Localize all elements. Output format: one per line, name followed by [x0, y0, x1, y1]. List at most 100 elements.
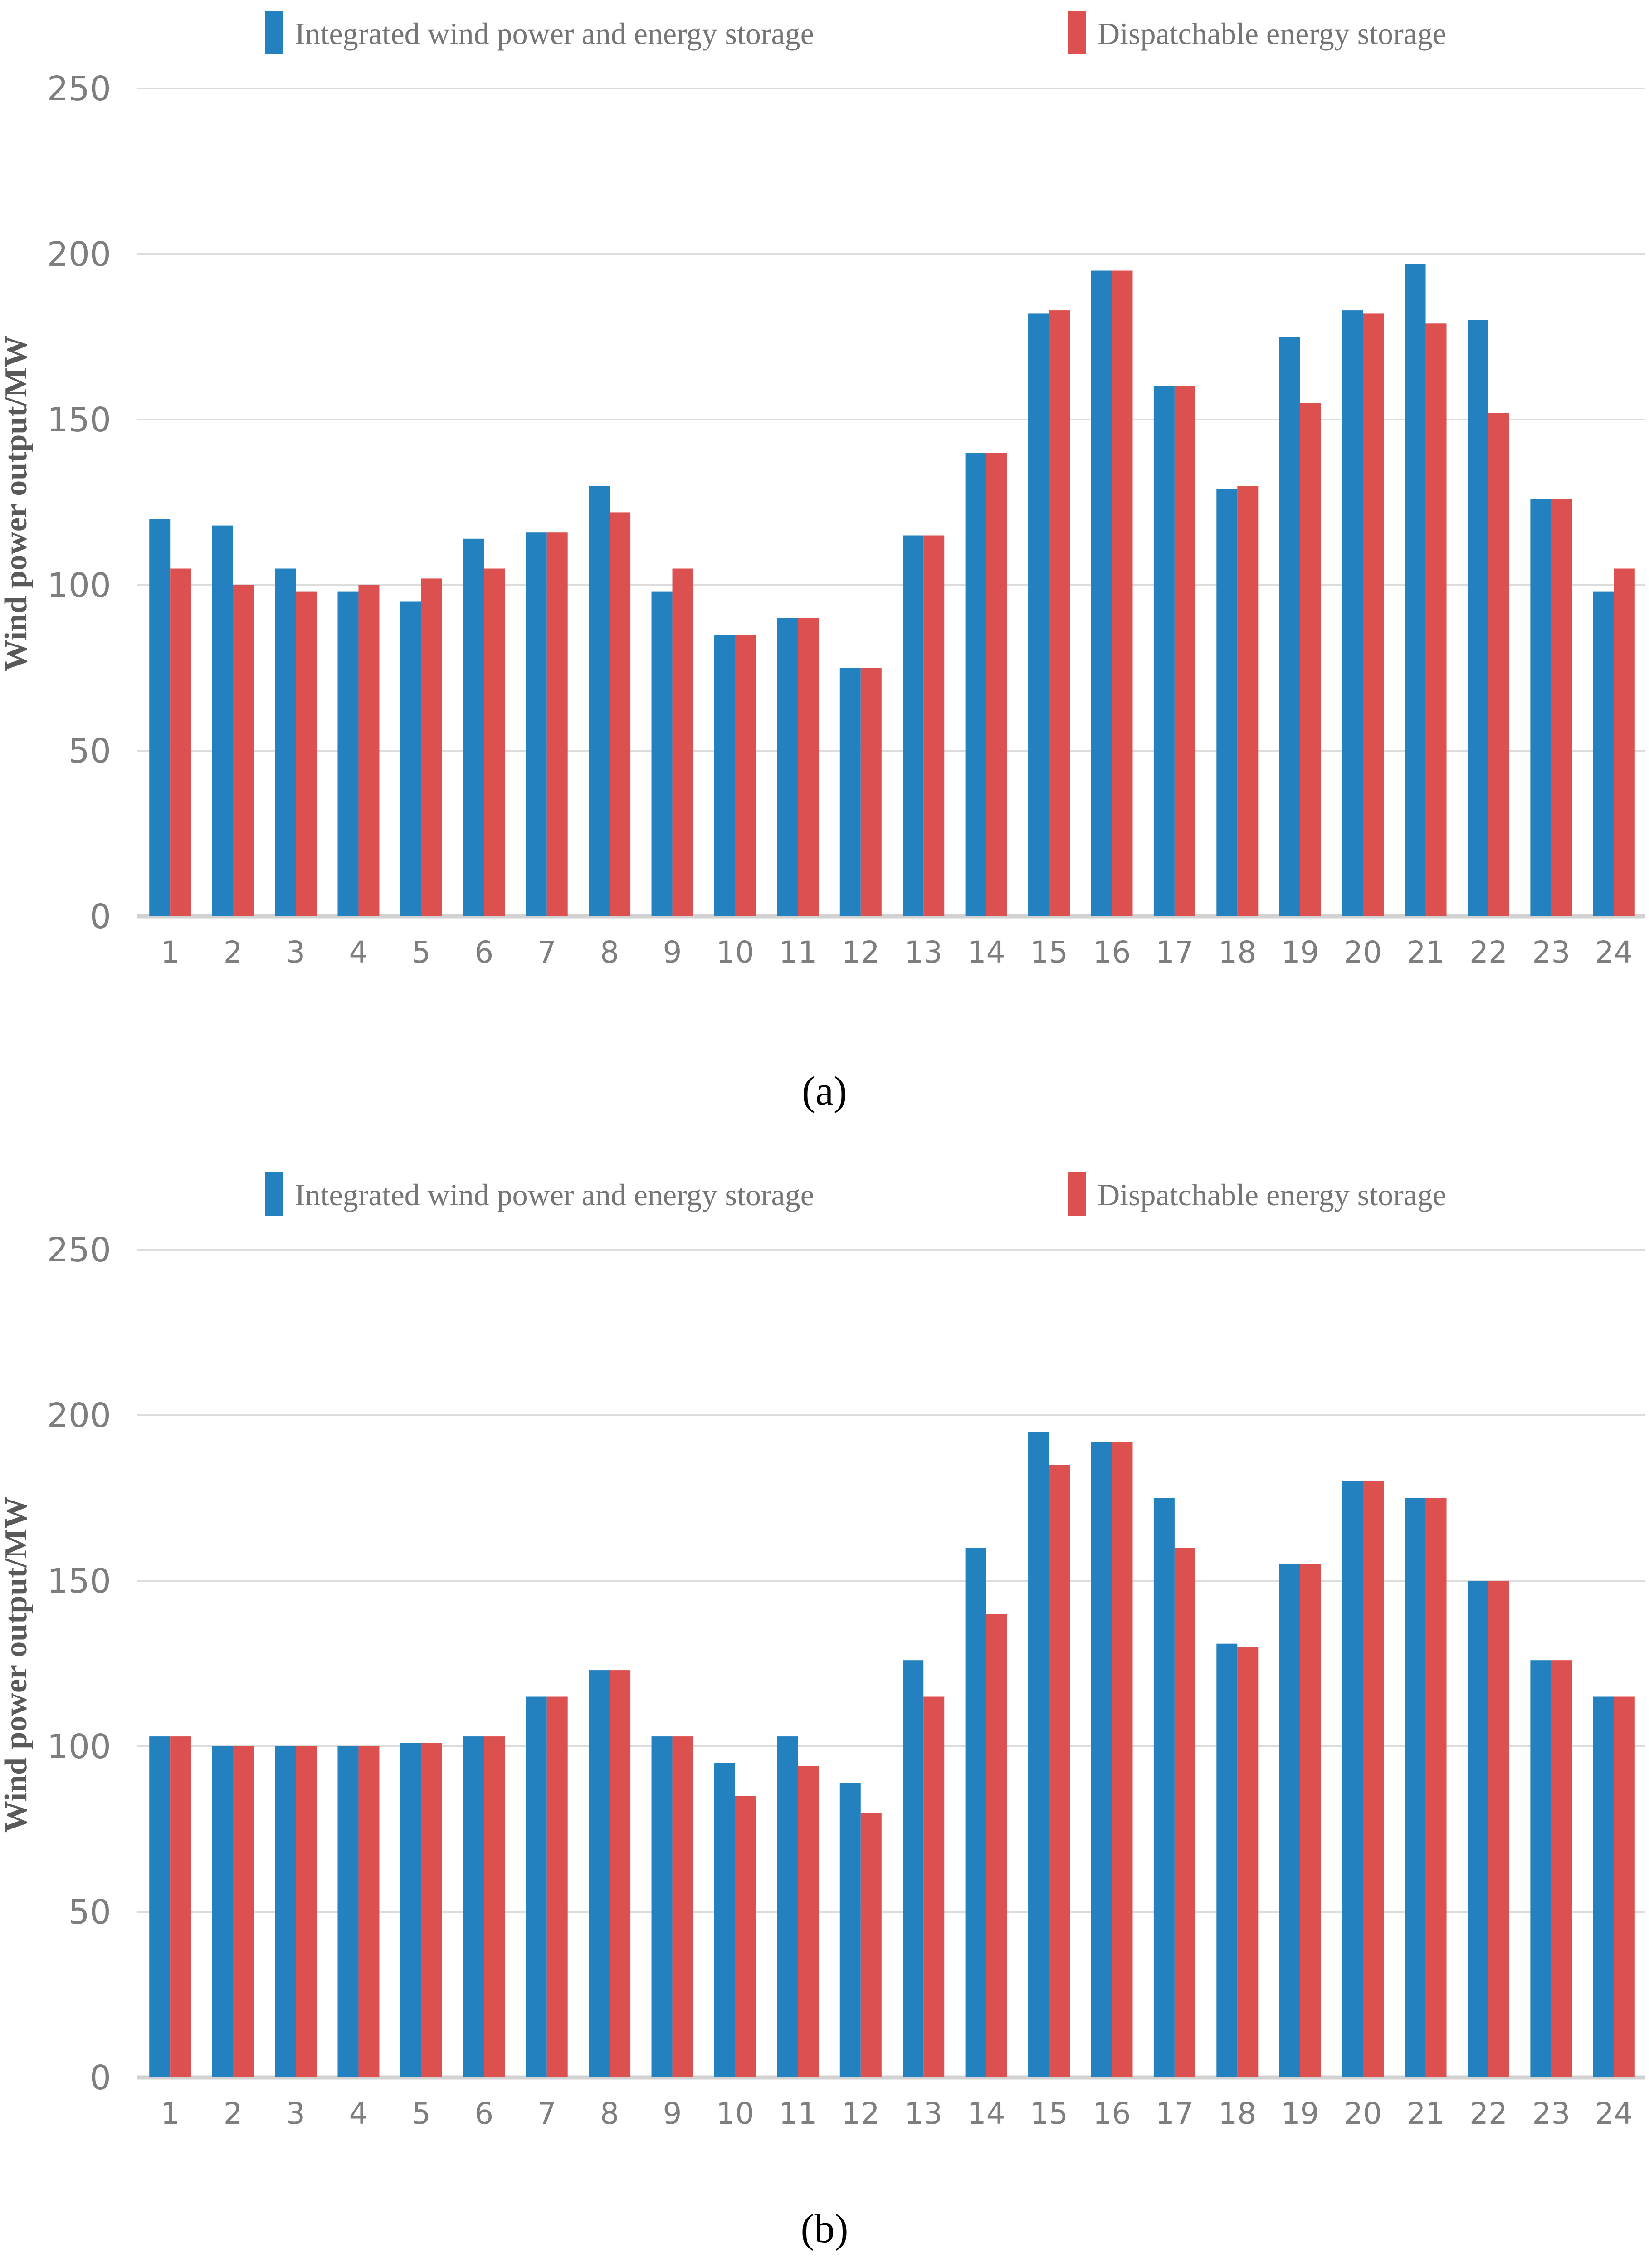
bar-series1-cat-7	[526, 532, 547, 916]
bar-series2-cat-12	[860, 668, 882, 916]
y-tick-label-250: 250	[47, 69, 111, 108]
bar-series2-cat-11	[798, 1766, 819, 2077]
x-tick-label-19: 19	[1281, 935, 1319, 970]
bar-series1-cat-9	[651, 1736, 673, 2077]
legend-label-series1: Integrated wind power and energy storage	[295, 1178, 814, 1212]
bar-series2-cat-8	[610, 512, 631, 916]
bar-series1-cat-24	[1593, 591, 1614, 916]
bar-series2-cat-3	[296, 591, 317, 916]
y-tick-label-100: 100	[47, 566, 111, 605]
bar-series2-cat-6	[484, 1736, 505, 2077]
bar-series1-cat-18	[1216, 489, 1238, 916]
bar-series2-cat-20	[1363, 313, 1384, 916]
bar-series2-cat-10	[735, 1796, 756, 2077]
y-tick-label-50: 50	[68, 732, 111, 771]
chart-svg-b: Integrated wind power and energy storage…	[0, 1172, 1645, 2131]
legend-swatch-series2	[1068, 11, 1086, 54]
x-tick-label-15: 15	[1030, 2096, 1068, 2131]
x-tick-label-19: 19	[1281, 2096, 1319, 2131]
legend-b: Integrated wind power and energy storage…	[265, 1172, 1446, 1216]
bar-series1-cat-11	[777, 618, 798, 916]
bar-series2-cat-17	[1174, 386, 1195, 916]
x-tick-label-23: 23	[1532, 935, 1570, 970]
legend-label-series2: Dispatchable energy storage	[1098, 16, 1446, 51]
y-tick-label-0: 0	[90, 2058, 111, 2097]
x-tick-label-18: 18	[1218, 2096, 1256, 2131]
x-tick-label-9: 9	[663, 935, 682, 970]
bar-series1-cat-8	[589, 1670, 610, 2077]
x-tick-label-12: 12	[842, 2096, 880, 2131]
x-tick-label-5: 5	[412, 2096, 431, 2131]
bar-series1-cat-2	[212, 1746, 233, 2077]
y-axis-title: Wind power output/MW	[0, 336, 34, 671]
bar-series1-cat-9	[651, 591, 673, 916]
bar-series1-cat-4	[337, 591, 359, 916]
bar-series1-cat-20	[1342, 1481, 1363, 2077]
bar-series2-cat-21	[1425, 323, 1447, 916]
x-tick-label-24: 24	[1595, 2096, 1633, 2131]
bar-series2-cat-2	[233, 1746, 254, 2077]
bar-series1-cat-6	[463, 538, 484, 916]
bar-series1-cat-17	[1153, 386, 1175, 916]
bar-series1-cat-16	[1091, 270, 1112, 916]
x-tick-label-8: 8	[600, 2096, 619, 2131]
x-tick-label-4: 4	[349, 2096, 368, 2131]
bar-series1-cat-23	[1530, 499, 1551, 916]
y-tick-label-150: 150	[47, 401, 111, 440]
bar-series1-cat-18	[1216, 1643, 1238, 2077]
bar-series1-cat-10	[714, 1763, 735, 2077]
x-tick-label-2: 2	[224, 2096, 243, 2131]
legend-label-series1: Integrated wind power and energy storage	[295, 16, 814, 51]
y-tick-label-200: 200	[47, 235, 111, 274]
bar-series1-cat-22	[1467, 320, 1488, 916]
x-tick-label-12: 12	[842, 935, 880, 970]
bar-series2-cat-18	[1237, 486, 1259, 916]
bar-series1-cat-8	[589, 486, 610, 916]
x-tick-label-6: 6	[474, 935, 493, 970]
x-tick-label-10: 10	[716, 935, 754, 970]
bar-series2-cat-19	[1300, 403, 1321, 916]
figure-panel-a: Integrated wind power and energy storage…	[0, 11, 1645, 1114]
bar-series1-cat-17	[1153, 1498, 1175, 2077]
bar-series2-cat-4	[358, 1746, 380, 2077]
legend-swatch-series2	[1068, 1172, 1086, 1216]
bar-series1-cat-12	[839, 668, 861, 916]
bar-series2-cat-3	[296, 1746, 317, 2077]
x-tick-label-7: 7	[537, 2096, 556, 2131]
bar-series2-cat-15	[1049, 310, 1070, 916]
bar-series2-cat-22	[1488, 413, 1509, 916]
bar-series2-cat-9	[672, 568, 693, 916]
x-tick-label-11: 11	[779, 935, 817, 970]
bar-series1-cat-15	[1028, 1432, 1049, 2077]
bar-series2-cat-14	[986, 453, 1007, 916]
y-axis-title: Wind power output/MW	[0, 1497, 34, 1833]
bar-series2-cat-7	[546, 1696, 568, 2077]
bar-series2-cat-15	[1049, 1465, 1070, 2077]
bar-series2-cat-21	[1425, 1498, 1447, 2077]
x-tick-label-17: 17	[1156, 2096, 1194, 2131]
bar-series1-cat-23	[1530, 1660, 1551, 2077]
bar-series1-cat-24	[1593, 1696, 1614, 2077]
x-tick-label-15: 15	[1030, 935, 1068, 970]
bar-series2-cat-22	[1488, 1581, 1509, 2077]
y-tick-label-250: 250	[47, 1231, 111, 1270]
x-tick-label-2: 2	[224, 935, 243, 970]
bar-series1-cat-6	[463, 1736, 484, 2077]
figure-panel-b: Integrated wind power and energy storage…	[0, 1161, 1649, 2268]
bar-series1-cat-1	[149, 1736, 171, 2077]
legend-swatch-series1	[265, 1172, 283, 1216]
bar-series2-cat-23	[1551, 499, 1572, 916]
x-tick-label-1: 1	[161, 935, 180, 970]
y-tick-label-0: 0	[90, 897, 111, 936]
bar-series1-cat-12	[839, 1783, 861, 2077]
caption-a: (a)	[802, 1068, 847, 1114]
y-tick-label-50: 50	[68, 1893, 111, 1932]
caption-b: (b)	[800, 2206, 849, 2251]
x-tick-label-21: 21	[1407, 2096, 1445, 2131]
bar-series2-cat-24	[1614, 1696, 1635, 2077]
x-tick-label-13: 13	[904, 2096, 942, 2131]
bar-series2-cat-1	[170, 1736, 191, 2077]
x-tick-label-3: 3	[286, 935, 305, 970]
x-tick-label-13: 13	[904, 935, 942, 970]
